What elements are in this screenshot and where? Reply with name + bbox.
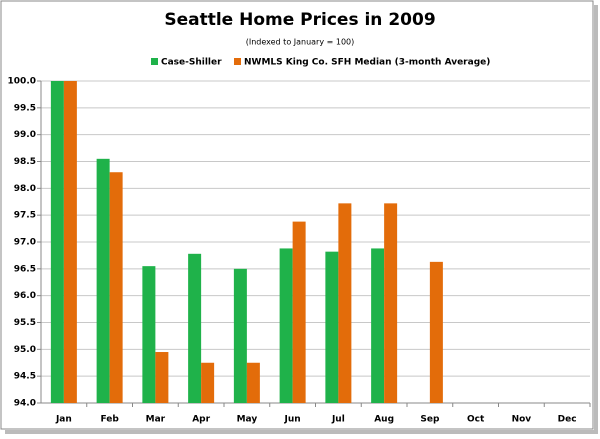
x-tick-label: Jan bbox=[55, 415, 72, 425]
y-tick-label: 95.0 bbox=[14, 345, 36, 355]
bar bbox=[279, 248, 293, 403]
x-tick-label: Oct bbox=[467, 415, 485, 425]
bar bbox=[384, 203, 398, 403]
bar bbox=[63, 81, 77, 403]
frame-shadow bbox=[5, 430, 598, 434]
chart-title: Seattle Home Prices in 2009 bbox=[164, 10, 435, 30]
frame-shadow bbox=[594, 5, 598, 432]
y-tick-label: 97.0 bbox=[14, 238, 36, 248]
bar bbox=[96, 158, 110, 403]
y-tick-label: 95.5 bbox=[14, 318, 36, 328]
x-tick-label: Mar bbox=[146, 415, 166, 425]
bar bbox=[201, 362, 215, 403]
bar bbox=[292, 221, 306, 403]
legend-swatch bbox=[234, 58, 241, 65]
x-tick-label: Jun bbox=[284, 415, 301, 425]
y-tick-label: 97.5 bbox=[14, 211, 36, 221]
bar bbox=[188, 253, 202, 403]
legend-swatch bbox=[151, 58, 158, 65]
y-tick-label: 100.0 bbox=[8, 77, 36, 87]
x-tick-label: Dec bbox=[558, 415, 577, 425]
bar bbox=[155, 352, 169, 403]
legend-label: Case-Shiller bbox=[161, 58, 222, 68]
x-tick-label: Sep bbox=[420, 415, 440, 425]
x-tick-label: Feb bbox=[100, 415, 119, 425]
bar bbox=[109, 172, 123, 403]
bar bbox=[371, 248, 385, 403]
y-tick-label: 96.0 bbox=[14, 291, 36, 301]
y-tick-label: 94.0 bbox=[14, 399, 36, 409]
y-tick-label: 96.5 bbox=[14, 264, 36, 274]
bar bbox=[142, 266, 156, 403]
bar bbox=[429, 261, 443, 403]
bar bbox=[233, 268, 247, 403]
y-tick-label: 94.5 bbox=[14, 372, 36, 382]
y-tick-label: 99.0 bbox=[14, 130, 36, 140]
chart-subtitle: (Indexed to January = 100) bbox=[246, 38, 355, 47]
x-tick-label: Aug bbox=[374, 415, 394, 425]
bar bbox=[246, 362, 260, 403]
bar bbox=[50, 81, 64, 403]
y-tick-label: 99.5 bbox=[14, 103, 36, 113]
x-tick-label: Jul bbox=[331, 415, 345, 425]
x-tick-label: Apr bbox=[192, 415, 210, 425]
x-tick-label: Nov bbox=[512, 415, 532, 425]
y-tick-label: 98.5 bbox=[14, 157, 36, 167]
y-tick-label: 98.0 bbox=[14, 184, 36, 194]
legend-label: NWMLS King Co. SFH Median (3-month Avera… bbox=[244, 58, 490, 68]
bar bbox=[325, 251, 339, 403]
bar bbox=[338, 203, 352, 403]
x-tick-label: May bbox=[237, 415, 258, 425]
